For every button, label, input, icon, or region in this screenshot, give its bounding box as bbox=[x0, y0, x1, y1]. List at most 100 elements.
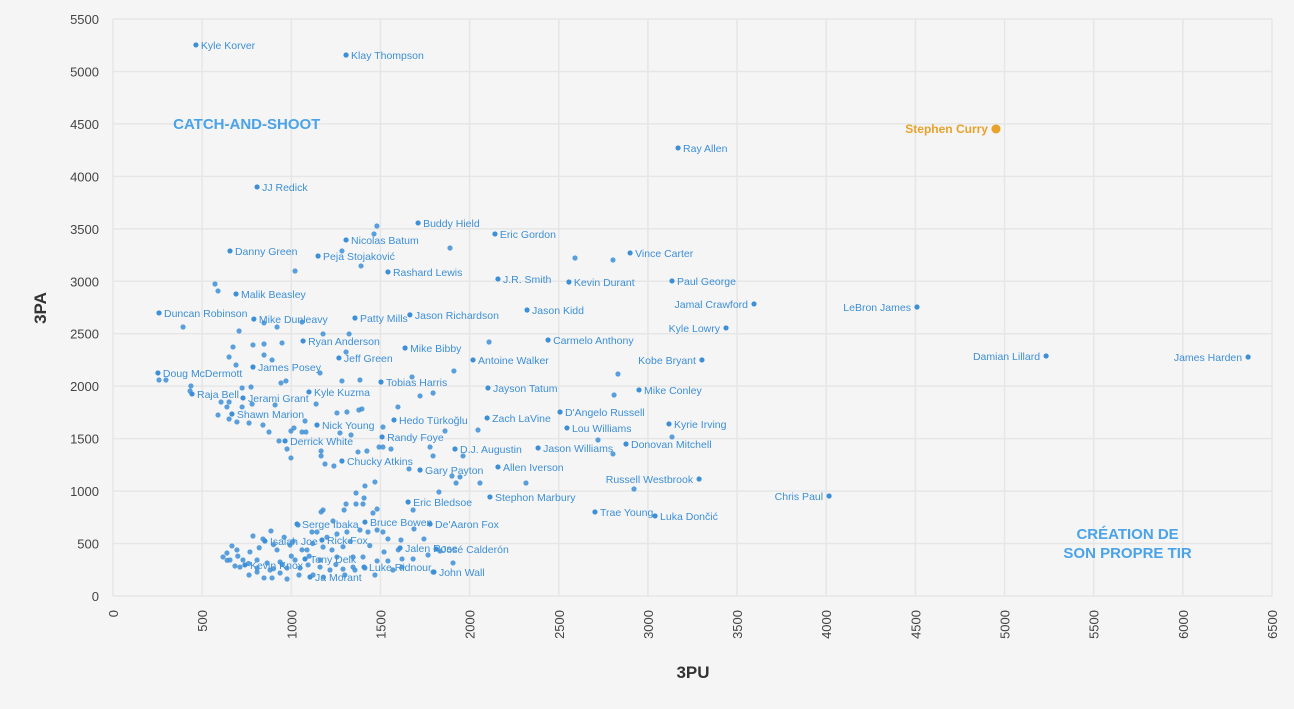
data-point[interactable] bbox=[447, 245, 453, 251]
data-point[interactable] bbox=[274, 324, 280, 330]
data-point[interactable] bbox=[232, 563, 238, 569]
data-point[interactable] bbox=[344, 409, 350, 415]
data-point[interactable] bbox=[292, 268, 298, 274]
data-point[interactable] bbox=[615, 371, 621, 377]
data-point[interactable] bbox=[611, 392, 617, 398]
data-point[interactable] bbox=[156, 377, 162, 383]
data-point[interactable] bbox=[329, 547, 335, 553]
data-point[interactable] bbox=[357, 377, 363, 383]
data-point[interactable] bbox=[234, 547, 240, 553]
data-point[interactable] bbox=[342, 572, 348, 578]
data-point[interactable] bbox=[348, 432, 354, 438]
data-point[interactable] bbox=[669, 434, 675, 440]
data-point[interactable] bbox=[313, 401, 319, 407]
data-point[interactable] bbox=[409, 374, 415, 380]
data-point[interactable] bbox=[279, 340, 285, 346]
data-point[interactable] bbox=[333, 561, 339, 568]
data-point[interactable] bbox=[361, 495, 367, 501]
data-point[interactable] bbox=[374, 506, 380, 512]
data-point[interactable] bbox=[417, 393, 423, 399]
data-point[interactable] bbox=[453, 480, 459, 486]
data-point[interactable] bbox=[314, 422, 320, 428]
data-point[interactable] bbox=[278, 380, 284, 386]
data-point[interactable] bbox=[361, 564, 367, 570]
data-point[interactable] bbox=[320, 331, 326, 337]
data-point[interactable] bbox=[344, 529, 350, 535]
data-point[interactable] bbox=[224, 557, 230, 563]
data-point[interactable] bbox=[343, 349, 349, 355]
data-point[interactable] bbox=[317, 370, 323, 376]
data-point[interactable] bbox=[566, 279, 572, 285]
data-point[interactable] bbox=[261, 320, 267, 326]
data-point[interactable] bbox=[310, 540, 316, 547]
data-point[interactable] bbox=[281, 534, 287, 540]
data-point[interactable] bbox=[240, 557, 246, 563]
data-point[interactable] bbox=[300, 338, 306, 344]
data-point[interactable] bbox=[224, 550, 230, 556]
data-point[interactable] bbox=[288, 455, 294, 461]
data-point[interactable] bbox=[397, 545, 403, 551]
data-point[interactable] bbox=[417, 467, 423, 473]
data-point[interactable] bbox=[405, 499, 411, 505]
data-point[interactable] bbox=[294, 521, 300, 527]
data-point[interactable] bbox=[470, 357, 476, 363]
data-point[interactable] bbox=[1245, 354, 1251, 360]
data-point[interactable] bbox=[699, 357, 705, 363]
data-point[interactable] bbox=[592, 509, 598, 515]
data-point[interactable] bbox=[254, 557, 260, 563]
data-point[interactable] bbox=[302, 418, 308, 424]
data-point[interactable] bbox=[155, 370, 161, 376]
data-point[interactable] bbox=[411, 526, 417, 532]
data-point[interactable] bbox=[220, 554, 226, 560]
data-point[interactable] bbox=[427, 521, 433, 527]
data-point[interactable] bbox=[218, 399, 224, 405]
data-point[interactable] bbox=[236, 328, 242, 334]
data-point[interactable] bbox=[343, 52, 349, 58]
data-point[interactable] bbox=[339, 378, 345, 384]
data-point[interactable] bbox=[305, 562, 311, 568]
data-point[interactable] bbox=[318, 453, 324, 459]
data-point[interactable] bbox=[261, 341, 267, 347]
data-point[interactable] bbox=[331, 463, 337, 469]
data-point[interactable] bbox=[421, 536, 427, 542]
data-point[interactable] bbox=[254, 565, 260, 571]
data-point[interactable] bbox=[407, 312, 413, 318]
data-point[interactable] bbox=[627, 250, 633, 256]
data-point[interactable] bbox=[395, 404, 401, 410]
data-point[interactable] bbox=[233, 291, 239, 297]
data-point[interactable] bbox=[242, 562, 248, 568]
data-point[interactable] bbox=[388, 446, 394, 452]
data-point[interactable] bbox=[623, 441, 629, 447]
data-point[interactable] bbox=[340, 566, 346, 572]
data-point[interactable] bbox=[189, 391, 195, 397]
data-point[interactable] bbox=[251, 316, 257, 322]
data-point[interactable] bbox=[320, 544, 326, 550]
data-point[interactable] bbox=[545, 337, 551, 343]
data-point[interactable] bbox=[636, 387, 642, 393]
data-point[interactable] bbox=[237, 564, 243, 570]
data-point[interactable] bbox=[347, 538, 353, 545]
data-point[interactable] bbox=[317, 557, 323, 563]
data-point[interactable] bbox=[495, 464, 501, 470]
data-point[interactable] bbox=[380, 424, 386, 430]
data-point[interactable] bbox=[272, 402, 278, 408]
data-point[interactable] bbox=[274, 547, 280, 553]
data-point[interactable] bbox=[487, 494, 493, 500]
data-point[interactable] bbox=[696, 476, 702, 482]
data-point[interactable] bbox=[287, 542, 293, 548]
data-point[interactable] bbox=[336, 355, 342, 361]
data-point[interactable] bbox=[261, 575, 267, 581]
data-point[interactable] bbox=[288, 553, 294, 559]
data-point[interactable] bbox=[364, 448, 370, 454]
data-point[interactable] bbox=[415, 220, 421, 226]
data-point[interactable] bbox=[337, 430, 343, 436]
data-point[interactable] bbox=[372, 572, 378, 578]
data-point[interactable] bbox=[436, 489, 442, 495]
data-point[interactable] bbox=[230, 344, 236, 350]
data-point[interactable] bbox=[254, 569, 260, 575]
data-point[interactable] bbox=[451, 368, 457, 374]
data-point[interactable] bbox=[595, 437, 601, 443]
data-point[interactable] bbox=[317, 564, 323, 570]
data-point[interactable] bbox=[307, 574, 313, 580]
data-point[interactable] bbox=[374, 558, 380, 564]
